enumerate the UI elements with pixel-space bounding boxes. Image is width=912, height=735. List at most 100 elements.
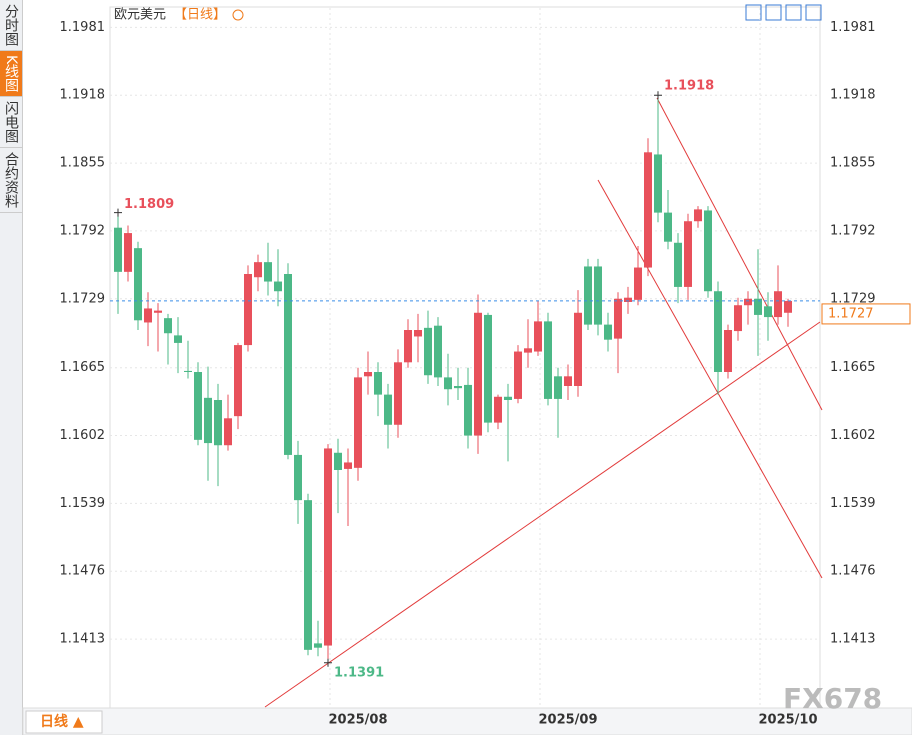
y2-tick-label: 1.1539 <box>830 496 876 511</box>
candle-body <box>554 376 562 399</box>
candle-body <box>194 372 202 440</box>
candle-body <box>414 330 422 337</box>
candle-body <box>604 324 612 340</box>
tab[interactable]: 合约资料 <box>0 148 22 214</box>
x-tick-label: 2025/10 <box>758 713 817 728</box>
candle-body <box>494 396 502 423</box>
y-tick-label: 1.1539 <box>60 496 106 511</box>
candle-body <box>174 335 182 343</box>
sidebar: 分时图 K线图 闪电图 合约资料 <box>0 0 23 735</box>
extreme-label: 1.1809 <box>124 197 174 212</box>
extreme-marker <box>654 91 662 100</box>
candle-body <box>514 351 522 399</box>
candle-body <box>674 242 682 287</box>
candle-body <box>564 376 572 386</box>
candle-body <box>274 281 282 292</box>
candle-body <box>384 394 392 425</box>
candle-body <box>334 452 342 470</box>
candle-body <box>264 262 272 282</box>
tool-icon[interactable] <box>745 4 762 21</box>
candle-body <box>234 345 242 417</box>
candle-body <box>744 298 752 306</box>
current-price-label: 1.1727 <box>828 306 874 321</box>
candle-body <box>134 248 142 321</box>
candle-body <box>444 377 452 390</box>
candle-body <box>284 274 292 455</box>
candle-body <box>504 396 512 400</box>
y-tick-label: 1.1918 <box>60 88 106 103</box>
candle-body <box>224 418 232 446</box>
extreme-marker <box>324 658 332 667</box>
y2-tick-label: 1.1855 <box>830 156 876 171</box>
candle-body <box>434 325 442 378</box>
plot-frame <box>109 6 821 709</box>
y-tick-label: 1.1665 <box>60 360 106 375</box>
candle-body <box>774 291 782 318</box>
x-tick-label: 2025/08 <box>328 713 387 728</box>
candle-body <box>114 227 122 272</box>
candle-body <box>304 500 312 650</box>
y-tick-label: 1.1981 <box>60 20 106 35</box>
candle-body <box>724 330 732 372</box>
y-tick-label: 1.1476 <box>60 564 106 579</box>
y2-tick-label: 1.1729 <box>830 291 876 306</box>
candle-body <box>374 372 382 395</box>
candle-body <box>424 327 432 376</box>
trend-line <box>597 179 823 579</box>
trend-line <box>264 321 821 708</box>
x-tick-label: 2025/09 <box>538 713 597 728</box>
candles <box>114 95 792 663</box>
candle-body <box>784 300 792 313</box>
y2-tick-label: 1.1476 <box>830 564 876 579</box>
candle-body <box>584 266 592 325</box>
candle-body <box>704 210 712 292</box>
y2-tick-label: 1.1413 <box>830 632 876 647</box>
candle-body <box>314 643 322 648</box>
current-price-box <box>821 303 911 325</box>
candle-body <box>364 372 372 377</box>
candle-body <box>144 308 152 323</box>
candle-body <box>254 262 262 278</box>
candle-body <box>464 384 472 436</box>
extreme-label: 1.1391 <box>334 665 384 680</box>
add-icon[interactable] <box>232 9 244 21</box>
tool-icon[interactable] <box>785 4 802 21</box>
candle-body <box>324 448 332 646</box>
candle-body <box>714 291 722 372</box>
candle-body <box>684 221 692 287</box>
period-button[interactable]: 日线 ▲ <box>40 713 84 730</box>
candle-body <box>214 400 222 446</box>
candle-body <box>244 274 252 346</box>
grid <box>110 8 820 708</box>
candle-body <box>634 267 642 300</box>
candle-body <box>344 462 352 469</box>
candle-body <box>614 298 622 339</box>
y-tick-label: 1.1855 <box>60 156 106 171</box>
y-tick-label: 1.1413 <box>60 632 106 647</box>
y2-tick-label: 1.1918 <box>830 88 876 103</box>
chart-title: 欧元美元 <box>114 8 166 23</box>
candle-body <box>764 306 772 318</box>
tab[interactable]: 分时图 <box>0 0 22 51</box>
candle-body <box>354 377 362 468</box>
candle-body <box>204 397 212 444</box>
tab[interactable]: 闪电图 <box>0 97 22 149</box>
tool-icon[interactable] <box>805 4 822 21</box>
extreme-label: 1.1918 <box>664 79 714 94</box>
tool-icon[interactable] <box>765 4 782 21</box>
y-tick-label: 1.1729 <box>60 291 106 306</box>
candle-body <box>474 312 482 436</box>
extreme-marker <box>114 208 122 217</box>
candle-body <box>154 310 162 313</box>
trend-lines <box>264 97 823 708</box>
candle-body <box>124 233 132 272</box>
tab[interactable]: K线图 <box>0 51 22 98</box>
candle-body <box>294 454 302 501</box>
y2-tick-label: 1.1602 <box>830 428 876 443</box>
period-box[interactable] <box>25 710 103 734</box>
trend-line <box>656 97 823 411</box>
candle-body <box>164 318 172 334</box>
y2-tick-label: 1.1981 <box>830 20 876 35</box>
candle-body <box>664 212 672 242</box>
